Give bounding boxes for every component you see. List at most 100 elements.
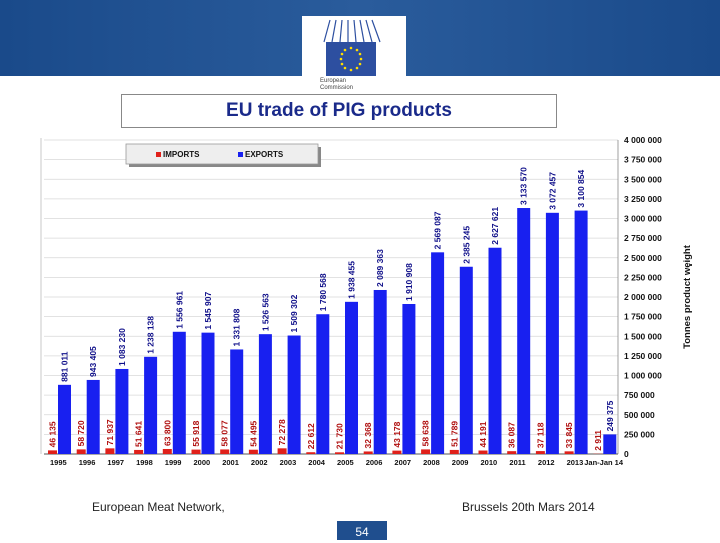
x-tick-label: 2006 <box>366 458 383 467</box>
imports-bar <box>507 451 516 454</box>
imports-data-label: 55 918 <box>191 420 201 446</box>
exports-bar <box>374 290 387 454</box>
exports-bar <box>230 349 243 454</box>
y-tick-label: 500 000 <box>624 410 655 420</box>
imports-data-label: 2 911 <box>593 430 603 451</box>
exports-data-label: 1 780 568 <box>318 273 328 311</box>
exports-bar <box>259 334 272 454</box>
exports-bar <box>58 385 71 454</box>
exports-data-label: 1 556 961 <box>174 291 184 329</box>
y-tick-label: 3 500 000 <box>624 174 662 184</box>
imports-data-label: 43 178 <box>392 421 402 447</box>
y-tick-label: 2 000 000 <box>624 292 662 302</box>
x-tick-label: 2005 <box>337 458 354 467</box>
y-tick-label: 2 500 000 <box>624 253 662 263</box>
y-tick-label: 3 750 000 <box>624 155 662 165</box>
imports-data-label: 22 612 <box>306 423 316 449</box>
imports-bar <box>479 451 488 454</box>
x-tick-label: 2013 <box>567 458 584 467</box>
y-tick-label: 750 000 <box>624 390 655 400</box>
imports-bar <box>364 451 373 454</box>
y-tick-label: 1 500 000 <box>624 331 662 341</box>
x-tick-label: Jan-Jan 14 <box>584 458 624 467</box>
legend-imports-label: IMPORTS <box>163 150 200 159</box>
imports-bar <box>536 451 545 454</box>
exports-data-label: 1 526 563 <box>260 293 270 331</box>
imports-data-label: 71 937 <box>105 419 115 445</box>
x-tick-label: 1995 <box>50 458 67 467</box>
exports-data-label: 2 385 245 <box>461 226 471 264</box>
exports-bar <box>603 434 616 454</box>
exports-bar <box>173 332 186 454</box>
y-tick-label: 3 000 000 <box>624 214 662 224</box>
imports-bar <box>278 448 287 454</box>
imports-data-label: 46 135 <box>48 421 58 447</box>
footer-right: Brussels 20th Mars 2014 <box>462 500 595 514</box>
exports-bar <box>144 357 157 454</box>
imports-data-label: 72 278 <box>277 419 287 445</box>
chart-title-box: EU trade of PIG products <box>121 94 557 128</box>
imports-data-label: 58 720 <box>76 420 86 446</box>
imports-bar <box>220 449 229 454</box>
legend-exports-label: EXPORTS <box>245 150 284 159</box>
exports-bar <box>87 380 100 454</box>
eu-flag-icon <box>326 42 376 76</box>
legend-box <box>126 144 318 164</box>
imports-data-label: 58 077 <box>220 420 230 446</box>
imports-data-label: 58 638 <box>421 420 431 446</box>
y-tick-label: 250 000 <box>624 429 655 439</box>
exports-data-label: 1 938 455 <box>347 261 357 299</box>
y-axis-label: Tonnes product weight <box>682 244 693 349</box>
y-tick-label: 1 750 000 <box>624 312 662 322</box>
x-tick-label: 2008 <box>423 458 440 467</box>
imports-bar <box>48 450 57 454</box>
imports-bar <box>192 450 201 454</box>
exports-bar <box>345 302 358 454</box>
exports-data-label: 3 133 570 <box>519 167 529 205</box>
imports-bar <box>105 448 114 454</box>
exports-data-label: 1 083 230 <box>117 328 127 366</box>
y-tick-label: 1 250 000 <box>624 351 662 361</box>
imports-data-label: 33 845 <box>564 422 574 448</box>
exports-bar <box>431 252 444 454</box>
imports-bar <box>77 449 86 454</box>
decorative-dot <box>690 264 692 266</box>
x-tick-label: 1997 <box>107 458 124 467</box>
imports-data-label: 51 641 <box>134 421 144 447</box>
imports-data-label: 21 730 <box>335 423 345 449</box>
imports-data-label: 44 191 <box>478 421 488 447</box>
exports-bar <box>316 314 329 454</box>
exports-data-label: 1 509 302 <box>289 294 299 332</box>
x-tick-label: 2012 <box>538 458 555 467</box>
imports-bar <box>421 449 430 454</box>
x-tick-label: 1996 <box>79 458 96 467</box>
exports-bar <box>115 369 128 454</box>
x-tick-label: 2010 <box>481 458 498 467</box>
y-tick-label: 0 <box>624 449 629 459</box>
exports-data-label: 2 627 621 <box>490 207 500 245</box>
logo-text-line1: European <box>320 78 400 85</box>
imports-bar <box>134 450 143 454</box>
imports-data-label: 37 118 <box>535 422 545 448</box>
logo-text-line2: Commission <box>320 85 400 92</box>
exports-data-label: 249 375 <box>605 400 615 431</box>
exports-data-label: 1 545 907 <box>203 292 213 330</box>
imports-data-label: 32 368 <box>363 422 373 448</box>
x-tick-label: 2011 <box>509 458 525 467</box>
exports-bar <box>575 211 588 454</box>
exports-bar <box>517 208 530 454</box>
exports-data-label: 943 405 <box>88 346 98 377</box>
imports-bar <box>335 452 344 454</box>
imports-data-label: 36 087 <box>507 422 517 448</box>
x-tick-label: 1998 <box>136 458 153 467</box>
y-tick-label: 2 250 000 <box>624 272 662 282</box>
imports-data-label: 54 495 <box>248 420 258 446</box>
imports-bar <box>163 449 172 454</box>
exports-bar <box>288 336 301 454</box>
exports-data-label: 2 569 087 <box>433 211 443 249</box>
exports-data-label: 3 072 457 <box>547 172 557 210</box>
imports-bar <box>392 451 401 454</box>
x-tick-label: 2001 <box>222 458 239 467</box>
footer-left: European Meat Network, <box>92 500 225 514</box>
